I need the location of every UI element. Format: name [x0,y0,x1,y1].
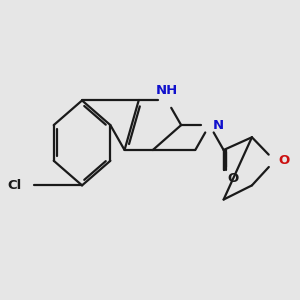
Text: N: N [213,118,224,132]
Text: O: O [227,172,238,185]
Text: Cl: Cl [8,179,22,192]
Text: NH: NH [156,84,178,97]
Text: O: O [278,154,289,167]
